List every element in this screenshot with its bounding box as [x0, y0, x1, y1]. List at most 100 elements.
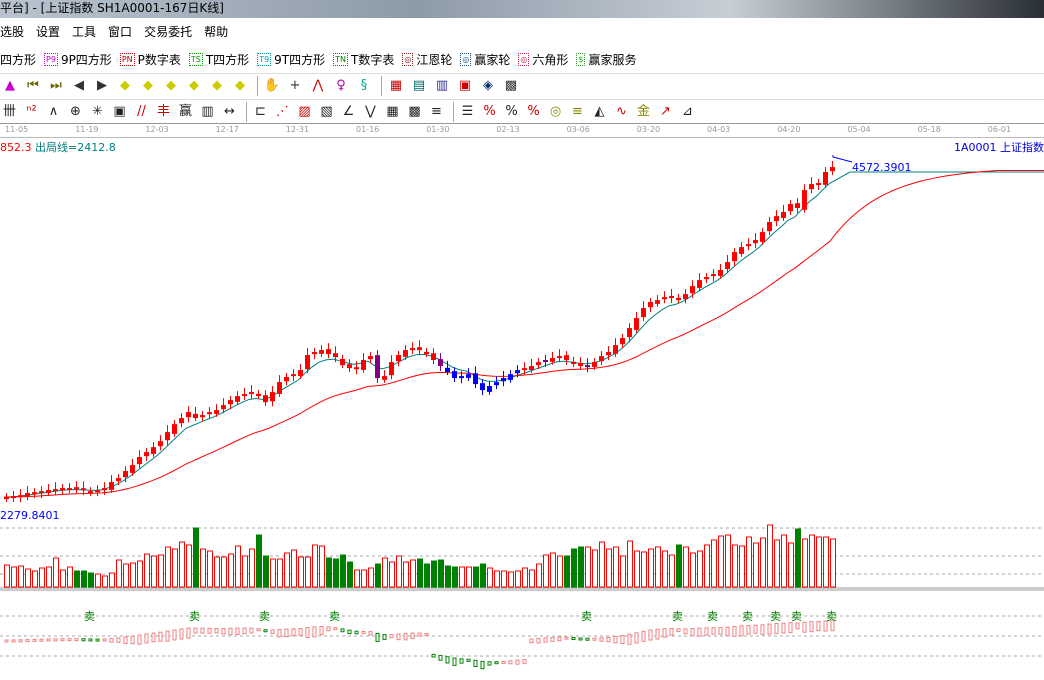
- volume-bar: [270, 558, 276, 588]
- indicator-bar: [571, 637, 576, 641]
- grid2-icon[interactable]: ▩: [408, 103, 421, 119]
- tool-button-6[interactable]: ◎ 江恩轮: [402, 51, 452, 68]
- volume-bar: [88, 572, 94, 588]
- prev-icon[interactable]: ◀: [74, 78, 84, 93]
- percent-icon[interactable]: %: [505, 103, 518, 119]
- calendar-icon[interactable]: ▦: [389, 78, 403, 93]
- hand-icon[interactable]: ✋: [263, 78, 281, 93]
- frame-icon[interactable]: ⊏: [255, 103, 266, 119]
- volume-bar: [550, 552, 556, 588]
- signal-icon[interactable]: ⊿: [682, 103, 693, 119]
- menu-help[interactable]: 帮助: [204, 25, 229, 39]
- shrink-icon[interactable]: ◆: [189, 78, 199, 93]
- tool-button-8[interactable]: ◎ 六角形: [518, 51, 568, 68]
- menu-settings[interactable]: 设置: [36, 25, 61, 39]
- tool-button-0[interactable]: 四方形: [0, 51, 36, 68]
- candle-body: [774, 216, 779, 222]
- square-fan-icon[interactable]: ▨: [298, 103, 311, 119]
- gold-circle-icon[interactable]: ◎: [549, 103, 562, 119]
- tool-button-3[interactable]: TS T四方形: [188, 51, 249, 68]
- tool-button-4[interactable]: T9 9T四方形: [257, 51, 325, 68]
- candle-body: [417, 347, 422, 351]
- n2-icon[interactable]: ⁿ²: [26, 103, 37, 119]
- tool-button-9[interactable]: $ 赢家服务: [576, 51, 636, 68]
- next-icon[interactable]: ▶: [97, 78, 107, 93]
- candle-body: [389, 362, 394, 376]
- volume-bar: [536, 563, 542, 588]
- trend-icon[interactable]: ↗: [660, 103, 671, 119]
- list-icon[interactable]: ☰: [461, 103, 474, 119]
- width-icon[interactable]: ↔: [224, 103, 235, 119]
- indicator-bar: [32, 638, 37, 642]
- line-tool-icon[interactable]: ⋀: [312, 78, 324, 93]
- candle-body: [4, 497, 9, 500]
- candle-body: [396, 355, 401, 362]
- date-tick: 04-03: [707, 125, 731, 134]
- volume-bar: [67, 566, 73, 588]
- candle-body: [669, 296, 674, 299]
- ruler-icon[interactable]: ▥: [201, 103, 214, 119]
- pen-icon[interactable]: ◭: [594, 103, 605, 119]
- indicator-bar: [816, 621, 821, 632]
- volume-bar: [172, 548, 178, 588]
- right-arrow-icon[interactable]: ◆: [143, 78, 153, 93]
- gann-icon[interactable]: 丰: [156, 103, 170, 119]
- menu-tools[interactable]: 工具: [72, 25, 97, 39]
- crosshair-icon[interactable]: +: [289, 78, 301, 93]
- angle-icon[interactable]: ∧: [48, 103, 59, 119]
- candle-body: [823, 172, 828, 185]
- tool-button-1[interactable]: P9 9P四方形: [44, 51, 112, 68]
- network-icon[interactable]: ◈: [483, 78, 493, 93]
- parallel-icon[interactable]: ≡: [431, 103, 442, 119]
- menu-select-stock[interactable]: 选股: [0, 25, 25, 39]
- volume-bar: [137, 560, 143, 588]
- volume-bar: [788, 542, 794, 588]
- angle-lines-icon[interactable]: ∠: [342, 103, 355, 119]
- indicator-bar: [662, 628, 667, 638]
- print-icon[interactable]: ▩: [504, 78, 518, 93]
- compass-icon[interactable]: ✳: [92, 103, 103, 119]
- date-tick: 06-01: [987, 125, 1012, 134]
- percent-level-icon[interactable]: %: [527, 103, 540, 119]
- first-icon[interactable]: ⏮: [27, 78, 39, 93]
- zigzag-icon[interactable]: ⋁: [365, 103, 376, 119]
- sine-icon[interactable]: ∿: [616, 103, 627, 119]
- calculator-icon[interactable]: ▤: [412, 78, 426, 93]
- percent-line-icon[interactable]: %: [483, 103, 496, 119]
- tool-label: 四方形: [0, 52, 37, 67]
- grid-icon[interactable]: ▦: [386, 103, 399, 119]
- fan-icon[interactable]: ⋰: [276, 103, 289, 119]
- indicator-bar: [725, 626, 730, 637]
- save-icon[interactable]: ▣: [458, 78, 472, 93]
- expand-icon[interactable]: ◆: [166, 78, 176, 93]
- indicator-bar: [326, 626, 331, 632]
- box-icon[interactable]: ▣: [113, 103, 126, 119]
- zoom-out-icon[interactable]: ◆: [235, 78, 245, 93]
- last-icon[interactable]: ⏭: [50, 78, 62, 93]
- target-icon[interactable]: ⊕: [70, 103, 81, 119]
- box-fan-icon[interactable]: ▧: [320, 103, 333, 119]
- menu-window[interactable]: 窗口: [108, 25, 133, 39]
- tool-button-2[interactable]: PN P数字表: [119, 51, 181, 68]
- t-tool-icon[interactable]: ♀: [336, 78, 346, 93]
- win-icon[interactable]: 赢: [178, 103, 192, 119]
- gold-bar-icon[interactable]: 金: [636, 103, 650, 119]
- tool-button-7[interactable]: ◎ 赢家轮: [460, 51, 510, 68]
- volume-bar: [557, 555, 563, 588]
- menu-trade[interactable]: 交易委托: [144, 25, 193, 39]
- indicator-bar: [487, 661, 492, 666]
- volume-bar: [368, 567, 374, 588]
- chain-icon[interactable]: §: [360, 78, 368, 93]
- indicator-bar: [508, 660, 513, 665]
- left-arrow-icon[interactable]: ◆: [120, 78, 130, 93]
- lines-icon[interactable]: //: [137, 103, 146, 119]
- candle-body: [46, 490, 51, 493]
- zoom-in-icon[interactable]: ◆: [212, 78, 222, 93]
- candle-body: [228, 400, 233, 405]
- tool-button-5[interactable]: TN T数字表: [333, 51, 394, 68]
- chart-type-icon[interactable]: ▲: [5, 78, 15, 93]
- gold-level-icon[interactable]: ≡: [572, 103, 583, 119]
- grid-lines-icon[interactable]: 卌: [2, 103, 16, 119]
- document-icon[interactable]: ▥: [435, 78, 449, 93]
